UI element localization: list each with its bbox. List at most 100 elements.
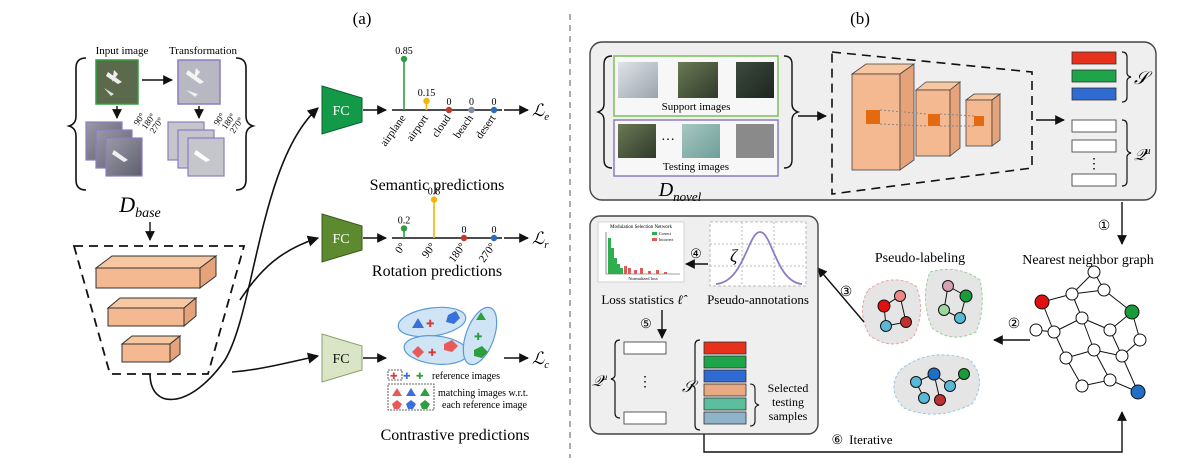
selected-feature-0 <box>703 341 747 355</box>
selected-features <box>703 341 747 425</box>
step3-arrow <box>817 267 865 323</box>
testing-image-2 <box>682 124 720 158</box>
svg-text:✚: ✚ <box>428 348 436 359</box>
support-image-2 <box>678 62 718 98</box>
support-image-1 <box>618 62 658 98</box>
semantic-category-3: beach <box>451 112 476 140</box>
semantic-title: Semantic predictions <box>370 177 505 194</box>
rotation-category-2: 180° <box>447 241 469 265</box>
pseudo-labeling-clusters <box>862 268 983 415</box>
selected-feature-5 <box>703 411 747 425</box>
fc-contrastive: FC <box>321 333 363 383</box>
rotation-category-0: 0° <box>393 241 409 256</box>
dnovel-label: Dnovel <box>658 179 702 204</box>
histogram-title: Modulation Selection Network <box>610 225 672 230</box>
step5-marker: ⑤ <box>640 316 652 331</box>
rotation-loss: ℒr <box>532 229 549 251</box>
q-bottom-vdots: ⋮ <box>638 375 652 390</box>
fc-semantic: FC <box>321 85 363 135</box>
selected-label-1: Selected <box>768 381 809 395</box>
svg-text:FC: FC <box>332 352 349 367</box>
step6-marker: ⑥ Iterative <box>832 432 893 447</box>
step1-marker: ① <box>1098 219 1111 234</box>
pseudo-annotations-label: Pseudo-annotations <box>707 292 809 307</box>
transformation-label: Transformation <box>169 45 238 57</box>
input-image <box>95 59 139 105</box>
s-features <box>1071 51 1117 101</box>
semantic-value-3: 0 <box>469 97 474 108</box>
rotation-value-1: 0.8 <box>428 187 441 198</box>
panel-a-label: (a) <box>353 9 372 28</box>
rotation-point-3 <box>490 234 498 242</box>
semantic-point-3 <box>468 106 475 114</box>
selected-label-2: testing <box>772 395 804 409</box>
fc-rotation: FC <box>321 213 363 263</box>
rotation-category-1: 90° <box>420 241 439 261</box>
histogram-xlabel: Normalized loss <box>628 276 658 281</box>
testing-image-3 <box>736 124 774 158</box>
step3-marker: ③ <box>840 285 853 300</box>
legend-reference: reference images <box>432 371 500 382</box>
support-images-label: Support images <box>662 101 731 113</box>
q-brace-bottom <box>610 339 621 419</box>
q-brace <box>1121 119 1132 187</box>
semantic-point-0 <box>400 55 408 63</box>
semantic-chart: 0.85airplane0.15airport0cloud0beach0dese… <box>378 46 502 149</box>
dbase-right-brace <box>235 57 256 191</box>
backbone-b-layers <box>850 63 1002 171</box>
semantic-category-4: desert <box>474 113 499 141</box>
selected-feature-2 <box>703 369 747 383</box>
semantic-category-1: airport <box>404 113 431 144</box>
rotation-point-0 <box>400 225 408 232</box>
selected-brace <box>749 383 760 427</box>
support-image-3 <box>736 62 774 98</box>
svg-text:✚: ✚ <box>390 371 398 381</box>
input-image-label: Input image <box>96 45 149 57</box>
semantic-point-1 <box>423 97 430 105</box>
svg-text:FC: FC <box>332 232 349 247</box>
dnovel-right-brace <box>783 55 801 169</box>
feature-curve-rotation <box>239 235 320 301</box>
semantic-value-2: 0 <box>447 97 452 108</box>
s-brace-bottom <box>690 339 701 431</box>
feature-curve-contrastive <box>231 352 320 373</box>
s-brace <box>1121 51 1132 103</box>
rotation-value-3: 0 <box>492 225 497 236</box>
step2-marker: ② <box>1008 317 1021 332</box>
semantic-loss: ℒe <box>532 101 549 123</box>
histogram-legend-correct: Correct <box>659 231 672 236</box>
dnovel-left-brace <box>595 55 613 169</box>
feature-curve <box>149 107 319 401</box>
dbase-left-brace <box>66 57 87 191</box>
contrastive-clusters: ✚ ✚ ✚ <box>397 306 498 366</box>
nn-graph-nodes <box>1029 265 1147 400</box>
dbase-label: Dbase <box>118 192 161 221</box>
rotation-value-2: 0 <box>462 225 467 236</box>
q-bottom-feature-2 <box>623 411 667 425</box>
selected-feature-1 <box>703 355 747 369</box>
contrastive-legend: ✚ ✚ ✚ reference images matching images w… <box>387 369 528 411</box>
q-bottom-feature-1 <box>623 341 667 355</box>
backbone-b-trapezoid <box>831 51 1033 195</box>
rotation-point-1 <box>430 196 438 203</box>
rotation-title: Rotation predictions <box>372 263 502 280</box>
backbone-trapezoid <box>72 245 246 375</box>
testing-image-1 <box>618 124 656 158</box>
rotated-stack-original <box>85 121 143 177</box>
histogram-legend-incorrect: Incorrect <box>659 237 674 242</box>
loss-statistics-label: Loss statistics ℓ̂ <box>601 292 687 307</box>
nn-graph-label: Nearest neighbor graph <box>1022 253 1153 268</box>
svg-text:✚: ✚ <box>416 371 424 381</box>
selected-feature-4 <box>703 397 747 411</box>
semantic-category-0: airplane <box>378 113 408 149</box>
semantic-value-1: 0.15 <box>418 88 436 99</box>
semantic-point-2 <box>445 106 453 114</box>
semantic-value-4: 0 <box>492 97 497 108</box>
contrastive-title: Contrastive predictions <box>381 427 530 444</box>
semantic-category-2: cloud <box>430 112 454 139</box>
svg-text:✚: ✚ <box>474 332 482 343</box>
loss-histogram: Modulation Selection Network Correct Inc… <box>597 221 685 283</box>
pseudo-annotations-plot: ζ <box>709 221 807 287</box>
transformed-image <box>177 59 221 105</box>
